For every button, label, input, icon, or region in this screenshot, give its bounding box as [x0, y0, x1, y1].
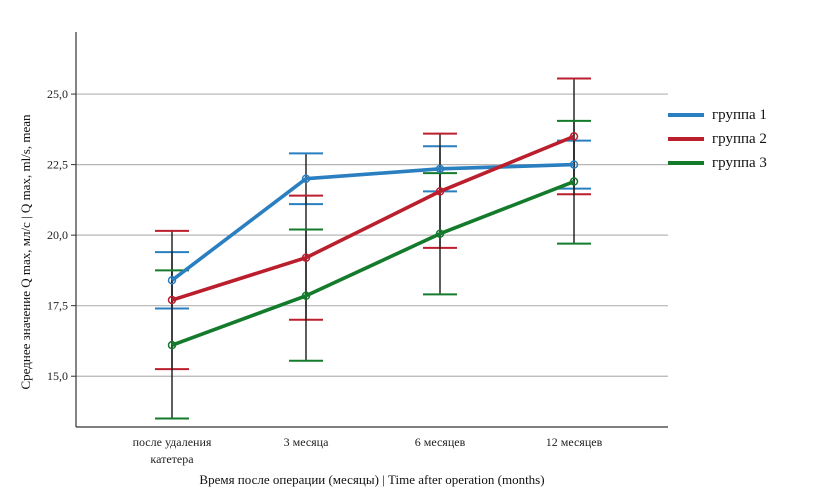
legend-item: группа 1: [668, 103, 767, 127]
data-point: [435, 164, 445, 174]
data-point: [569, 132, 579, 141]
legend-item: группа 2: [668, 127, 767, 151]
y-tick-label: 22,5: [47, 158, 68, 172]
legend-swatch: [668, 113, 704, 117]
data-point: [301, 253, 311, 262]
data-point: [435, 229, 445, 238]
data-point: [167, 276, 177, 285]
legend-label-group-3: группа 3: [712, 154, 767, 171]
data-point: [301, 174, 311, 183]
legend-label-group-1: группа 1: [712, 106, 767, 123]
series-line-group-2: [171, 134, 575, 302]
x-axis-title: Время после операции (месяцы) | Time aft…: [199, 472, 544, 487]
data-point: [301, 291, 311, 301]
series-line-group-1: [170, 162, 575, 282]
y-axis-title: Среднее значение Q max, мл/с | Q max, ml…: [18, 114, 33, 389]
y-tick-label: 17,5: [47, 299, 68, 313]
x-tick-label: 6 месяцев: [415, 435, 466, 449]
series-line-group-3: [171, 179, 575, 347]
data-point: [167, 295, 177, 305]
x-tick-label: 12 месяцев: [546, 435, 603, 449]
x-tick-label: после удаления катетера: [133, 435, 212, 466]
y-tick-label: 25,0: [47, 87, 68, 101]
data-point: [569, 177, 579, 186]
data-point: [435, 187, 445, 196]
legend-swatch: [668, 161, 704, 165]
axis-labels: 15,0 17,5 20,0 22,5 25,0 после удаления катете…: [18, 87, 603, 487]
data-point: [167, 340, 177, 350]
data-point: [569, 160, 579, 169]
legend-label-group-2: группа 2: [712, 130, 767, 147]
legend: группа 1 группа 2 группа 3: [668, 103, 767, 175]
series-group: [155, 77, 591, 420]
axes: [71, 32, 668, 428]
y-tick-label: 20,0: [47, 228, 68, 242]
y-tick-label: 15,0: [47, 369, 68, 383]
legend-swatch: [668, 137, 704, 141]
x-tick-label: 3 месяца: [284, 435, 329, 449]
gridlines: [76, 93, 668, 377]
legend-item: группа 3: [668, 151, 767, 175]
